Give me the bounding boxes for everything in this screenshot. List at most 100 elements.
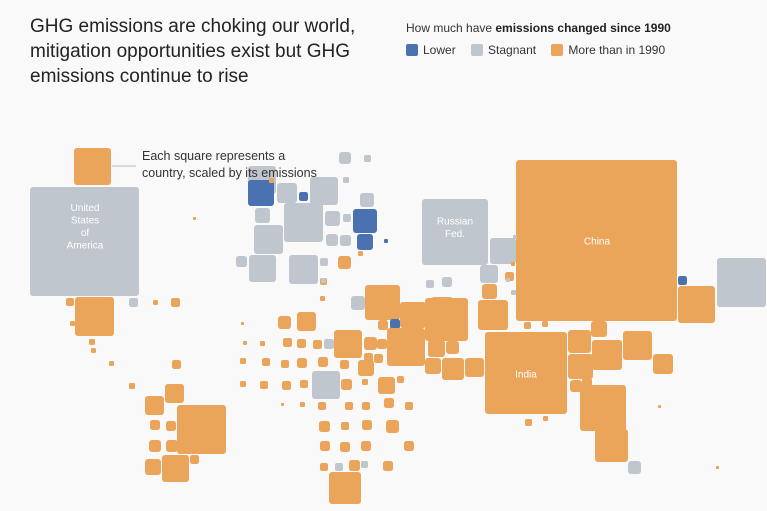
country-square-more[interactable]: [404, 441, 414, 451]
country-square-more[interactable]: [74, 148, 111, 185]
country-square-more[interactable]: [278, 316, 291, 329]
country-square-more[interactable]: [193, 217, 196, 220]
country-square-stagnant[interactable]: [361, 461, 368, 468]
country-square-more[interactable]: [341, 379, 352, 390]
country-square-more[interactable]: [425, 358, 441, 374]
country-square-stagnant[interactable]: [312, 371, 340, 399]
country-square-more[interactable]: [91, 348, 96, 353]
country-square-stagnant[interactable]: [325, 211, 340, 226]
country-square-more[interactable]: [580, 385, 626, 431]
country-square-more[interactable]: [166, 421, 176, 431]
country-square-more[interactable]: [364, 353, 373, 362]
country-square-more[interactable]: [281, 360, 289, 368]
country-square-lower[interactable]: [390, 319, 400, 329]
country-square-more[interactable]: [378, 320, 388, 330]
country-square-more[interactable]: [525, 419, 532, 426]
country-square-more[interactable]: [338, 256, 351, 269]
country-square-more[interactable]: [653, 354, 673, 374]
country-square-more[interactable]: [362, 420, 372, 430]
country-square-lower[interactable]: [353, 209, 377, 233]
country-square-more[interactable]: [320, 441, 330, 451]
country-square-more[interactable]: [345, 402, 353, 410]
country-square-more[interactable]: [658, 405, 661, 408]
country-square-stagnant[interactable]: [442, 277, 452, 287]
country-square-more[interactable]: [145, 459, 161, 475]
country-square-more[interactable]: [300, 402, 305, 407]
country-square-more[interactable]: [89, 339, 95, 345]
country-square-more[interactable]: [300, 380, 308, 388]
country-square-stagnant[interactable]: [321, 278, 326, 283]
country-square-stagnant[interactable]: [339, 152, 351, 164]
country-square-more[interactable]: [349, 460, 360, 471]
country-square-stagnant[interactable]: [628, 461, 641, 474]
country-square-more[interactable]: [329, 472, 361, 504]
country-square-more[interactable]: [240, 358, 246, 364]
country-square-stagnant[interactable]: [335, 463, 343, 471]
country-square-stagnant[interactable]: [254, 225, 283, 254]
country-square-more[interactable]: [190, 455, 199, 464]
country-square-more[interactable]: [269, 178, 274, 183]
country-square-stagnant[interactable]: [289, 255, 318, 284]
country-square-more[interactable]: [465, 358, 484, 377]
country-square-more[interactable]: [75, 297, 114, 336]
country-square-stagnant[interactable]: [340, 235, 351, 246]
country-square-lower[interactable]: [248, 180, 274, 206]
country-square-more[interactable]: [592, 340, 622, 370]
country-square-more[interactable]: [162, 455, 189, 482]
country-square-stagnant[interactable]: [490, 238, 516, 264]
country-square-more[interactable]: [446, 341, 459, 354]
country-square-more[interactable]: [365, 285, 400, 320]
country-square-more[interactable]: [364, 337, 377, 350]
country-square-more[interactable]: [150, 420, 160, 430]
country-square-more[interactable]: [109, 361, 114, 366]
legend-item-more[interactable]: More than in 1990: [551, 43, 665, 57]
country-square-more[interactable]: [568, 330, 591, 353]
country-square-more[interactable]: [482, 284, 497, 299]
country-square-more[interactable]: [400, 302, 426, 328]
country-square-more[interactable]: [297, 339, 306, 348]
country-square-more[interactable]: [568, 354, 593, 379]
country-square-more[interactable]: [241, 322, 244, 325]
country-square-more[interactable]: [262, 358, 270, 366]
country-square-more[interactable]: [320, 296, 325, 301]
country-square-more[interactable]: [387, 328, 425, 366]
country-square-stagnant[interactable]: [277, 183, 297, 203]
country-square-stagnant[interactable]: [343, 214, 351, 222]
country-square-more[interactable]: [334, 330, 362, 358]
country-square-more[interactable]: [313, 340, 322, 349]
country-square-more[interactable]: [361, 441, 371, 451]
country-square-more[interactable]: [320, 463, 328, 471]
country-square-more[interactable]: [281, 403, 284, 406]
country-square-more[interactable]: [543, 416, 548, 421]
country-square-more[interactable]: [374, 354, 383, 363]
country-square-more[interactable]: [478, 300, 508, 330]
country-square-stagnant[interactable]: [426, 280, 434, 288]
country-square-more[interactable]: [425, 298, 468, 341]
country-square-lower[interactable]: [384, 239, 388, 243]
country-square-more[interactable]: [177, 405, 226, 454]
country-square-more[interactable]: [319, 421, 330, 432]
country-square-more[interactable]: [377, 339, 387, 349]
country-square-more[interactable]: [397, 376, 404, 383]
country-square-more[interactable]: [542, 321, 548, 327]
country-square-more[interactable]: [378, 377, 395, 394]
country-square-more[interactable]: [511, 262, 515, 266]
legend-item-stagnant[interactable]: Stagnant: [471, 43, 536, 57]
country-square-lower[interactable]: [299, 192, 308, 201]
country-square-more[interactable]: [678, 286, 715, 323]
country-square-stagnant[interactable]: [30, 187, 139, 296]
country-square-more[interactable]: [595, 429, 628, 462]
country-square-more[interactable]: [591, 321, 607, 337]
country-square-more[interactable]: [485, 332, 567, 414]
country-square-stagnant[interactable]: [364, 155, 371, 162]
country-square-more[interactable]: [384, 398, 394, 408]
country-square-lower[interactable]: [678, 276, 687, 285]
country-square-more[interactable]: [442, 358, 464, 380]
country-square-more[interactable]: [129, 383, 135, 389]
country-square-more[interactable]: [243, 341, 247, 345]
country-square-stagnant[interactable]: [360, 193, 374, 207]
country-square-more[interactable]: [153, 300, 158, 305]
country-square-more[interactable]: [524, 322, 531, 329]
country-square-stagnant[interactable]: [480, 265, 498, 283]
country-square-stagnant[interactable]: [236, 256, 247, 267]
